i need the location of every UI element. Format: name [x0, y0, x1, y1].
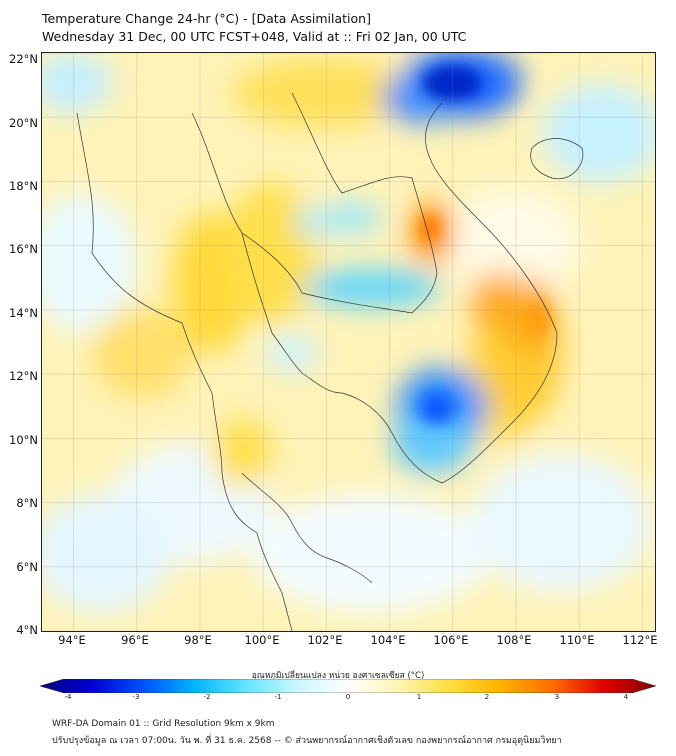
lon-label-108: 108°E: [496, 633, 532, 647]
graticule: [42, 53, 655, 631]
temperature-field: [42, 53, 655, 613]
lon-label-112: 112°E: [622, 633, 658, 647]
lat-label-14: 14°N: [9, 306, 38, 320]
colorbar-tick: -2: [203, 693, 211, 701]
lon-label-104: 104°E: [370, 633, 406, 647]
lat-label-8: 8°N: [16, 496, 38, 510]
colorbar-tick: 3: [554, 693, 560, 701]
colorbar-title: อุณหภูมิเปลี่ยนแปลง หน่วย องศาเซลเซียส (…: [251, 671, 425, 681]
lat-label-10: 10°N: [9, 433, 38, 447]
colorbar-tick: 2: [484, 693, 490, 701]
lat-label-4: 4°N: [16, 623, 38, 637]
lon-label-102: 102°E: [307, 633, 343, 647]
colorbar-tick: -3: [132, 693, 140, 701]
lat-label-6: 6°N: [16, 560, 38, 574]
lat-label-16: 16°N: [9, 242, 38, 256]
colorbar-tick: 1: [416, 693, 422, 701]
lon-label-94: 94°E: [58, 633, 86, 647]
map-canvas: [42, 53, 655, 631]
lon-label-110: 110°E: [559, 633, 595, 647]
footer-credit: ปรับปรุงข้อมูล ณ เวลา 07:00น. วัน พ. ที่…: [52, 736, 562, 746]
lon-label-100: 100°E: [244, 633, 280, 647]
lat-label-20: 20°N: [9, 116, 38, 130]
colorbar: [40, 679, 656, 693]
colorbar-tick: -4: [64, 693, 72, 701]
lat-label-18: 18°N: [9, 179, 38, 193]
lat-label-12: 12°N: [9, 369, 38, 383]
lon-label-96: 96°E: [121, 633, 149, 647]
map-title: Temperature Change 24-hr (°C) - [Data As…: [42, 11, 371, 26]
map-subtitle: Wednesday 31 Dec, 00 UTC FCST+048, Valid…: [42, 29, 467, 44]
colorbar-tick: 4: [623, 693, 629, 701]
temperature-change-map: [41, 52, 656, 632]
lon-label-106: 106°E: [433, 633, 469, 647]
colorbar-tick: -1: [274, 693, 282, 701]
temperature-field-cores: [419, 65, 549, 424]
colorbar-gradient: [40, 679, 656, 693]
colorbar-tick: 0: [345, 693, 351, 701]
coastlines-borders: [76, 92, 584, 631]
footer-model-info: WRF-DA Domain 01 :: Grid Resolution 9km …: [52, 719, 275, 729]
lon-label-98: 98°E: [184, 633, 212, 647]
lat-label-22: 22°N: [9, 52, 38, 66]
